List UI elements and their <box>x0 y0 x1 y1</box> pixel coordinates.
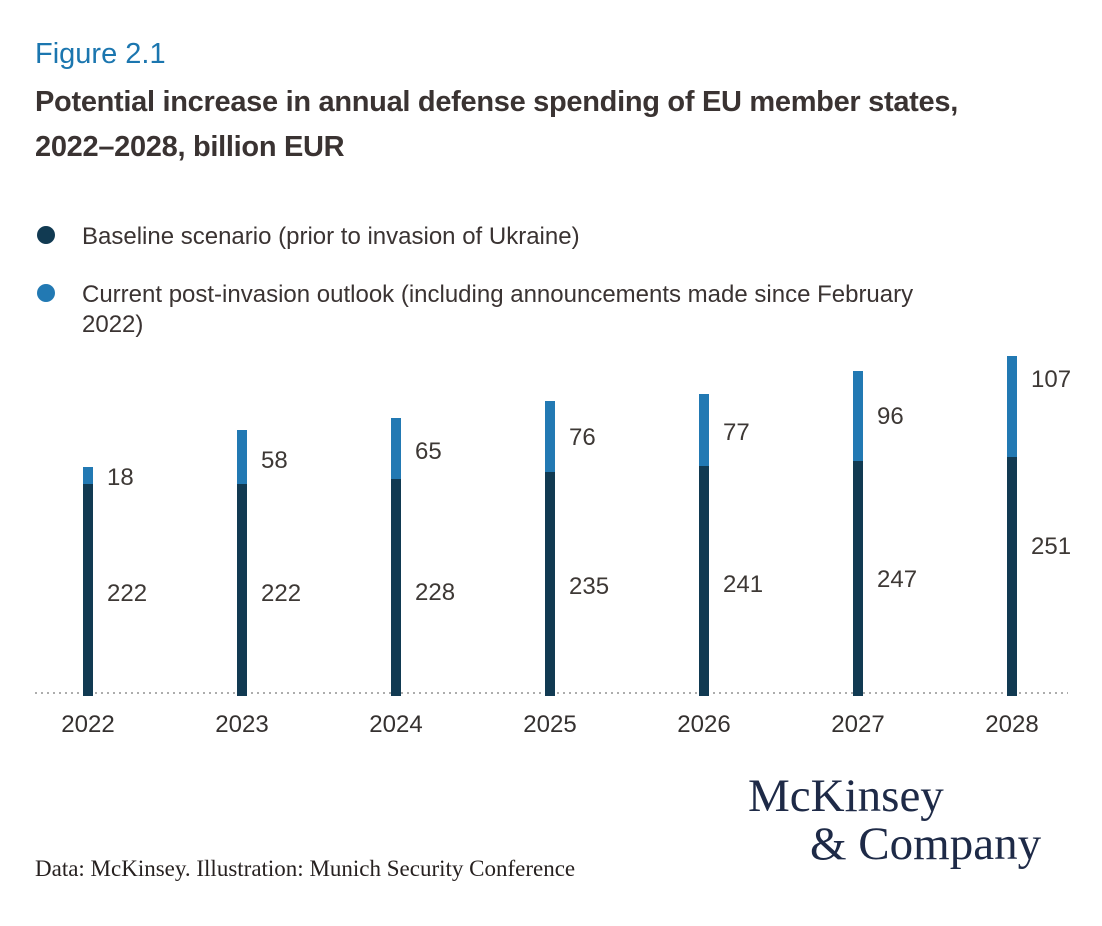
logo-line-1: McKinsey <box>748 770 944 822</box>
increase-bar-segment-2023 <box>237 429 247 485</box>
year-label-2022: 2022 <box>61 711 115 738</box>
baseline-bar-segment-2023 <box>237 484 247 696</box>
year-label-2023: 2023 <box>215 711 269 738</box>
increase-bar-segment-2026 <box>699 394 709 467</box>
year-label-2027: 2027 <box>831 711 885 738</box>
increase-bar-segment-2028 <box>1007 356 1017 458</box>
baseline-bar-segment-2024 <box>391 478 401 696</box>
legend-item-baseline: Baseline scenario (prior to invasion of … <box>37 222 942 252</box>
increase-value-label-2026: 77 <box>723 419 750 447</box>
year-label-2028: 2028 <box>985 711 1039 738</box>
post-invasion-legend-dot-icon <box>37 284 55 302</box>
baseline-value-label-2026: 241 <box>723 570 764 598</box>
source-note: Data: McKinsey. Illustration: Munich Sec… <box>35 856 576 881</box>
baseline-bar-segment-2026 <box>699 466 709 696</box>
baseline-value-label-2025: 235 <box>569 572 610 600</box>
figure-label: Figure 2.1 <box>35 38 166 70</box>
baseline-bar-segment-2027 <box>853 460 863 696</box>
increase-value-label-2023: 58 <box>261 447 288 475</box>
figure-title: Potential increase in annual defense spe… <box>35 80 958 170</box>
logo-line-2: & Company <box>810 818 1042 870</box>
baseline-bar-segment-2022 <box>83 484 93 696</box>
increase-value-label-2022: 18 <box>107 463 134 491</box>
legend-item-post-invasion: Current post-invasion outlook (including… <box>37 280 942 340</box>
chart-legend: Baseline scenario (prior to invasion of … <box>37 222 942 340</box>
increase-bar-segment-2027 <box>853 370 863 461</box>
year-label-2026: 2026 <box>677 711 731 738</box>
baseline-legend-dot-icon <box>37 226 55 244</box>
figure-title-line-1: Potential increase in annual defense spe… <box>35 86 958 118</box>
year-label-2024: 2024 <box>369 711 423 738</box>
figure-title-line-2: 2022–2028, billion EUR <box>35 131 345 163</box>
mckinsey-logo: McKinsey & Company <box>748 772 1041 868</box>
legend-item-post-invasion-label: Current post-invasion outlook (including… <box>82 281 914 338</box>
year-label-2025: 2025 <box>523 711 577 738</box>
baseline-bar-segment-2025 <box>545 472 555 696</box>
baseline-value-label-2028: 251 <box>1031 533 1072 561</box>
increase-bar-segment-2025 <box>545 400 555 473</box>
baseline-bar-segment-2028 <box>1007 457 1017 696</box>
increase-bar-segment-2022 <box>83 467 93 485</box>
baseline-value-label-2024: 228 <box>415 578 456 606</box>
increase-value-label-2024: 65 <box>415 438 442 466</box>
legend-item-baseline-label: Baseline scenario (prior to invasion of … <box>82 223 580 250</box>
baseline-value-label-2022: 222 <box>107 579 148 607</box>
increase-value-label-2028: 107 <box>1031 365 1072 393</box>
increase-bar-segment-2024 <box>391 417 401 479</box>
increase-value-label-2025: 76 <box>569 424 596 452</box>
baseline-value-label-2023: 222 <box>261 579 302 607</box>
increase-value-label-2027: 96 <box>877 402 904 430</box>
baseline-value-label-2027: 247 <box>877 565 918 593</box>
